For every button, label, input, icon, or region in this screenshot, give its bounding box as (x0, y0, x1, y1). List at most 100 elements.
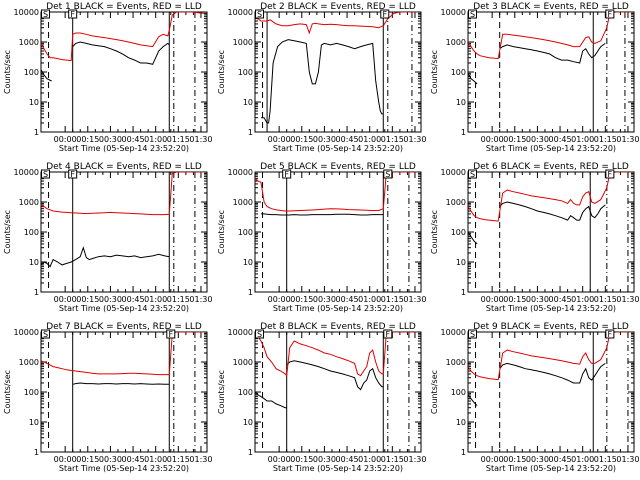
x-tick-label: 01:00 (144, 135, 167, 144)
events-series-line (468, 394, 478, 407)
y-tick-label: 10 (243, 418, 253, 427)
x-tick-label: 01:30 (403, 295, 426, 304)
x-tick-label: 01:15 (381, 295, 404, 304)
y-tick-label: 1 (34, 288, 39, 297)
y-tick-label: 10 (456, 98, 466, 107)
x-tick-label: 00:00 (481, 455, 504, 464)
x-tick-label: 00:15 (76, 455, 99, 464)
panel-title: Det 5 BLACK = Events, RED = LLD (260, 162, 416, 172)
plot-series-group (41, 332, 204, 385)
detector-panel: Det 5 BLACK = Events, RED = LLD 1 10 100 100… (217, 162, 426, 313)
x-tick-label: 00:15 (290, 295, 313, 304)
events-series-line (261, 213, 384, 216)
x-tick-label: 01:15 (594, 455, 617, 464)
x-axis-label: Start Time (05-Sep-14 23:52:20) (486, 144, 616, 153)
marker-box (605, 329, 615, 339)
plot-frame (467, 171, 635, 293)
y-tick-label: 10000 (14, 8, 39, 17)
marker-label: F (382, 10, 387, 19)
y-tick-label: 1000 (19, 198, 39, 207)
detector-panel: Det 2 BLACK = Events, RED = LLD 1 10 100 100… (217, 2, 426, 153)
panel-title: Det 9 BLACK = Events, RED = LLD (473, 322, 629, 332)
plot-series-group (255, 172, 418, 216)
x-tick-label: 01:00 (571, 455, 594, 464)
x-tick-label: 01:30 (189, 135, 212, 144)
detector-panel: Det 1 BLACK = Events, RED = LLD 1 10 100 100… (3, 2, 212, 153)
detector-panel: Det 3 BLACK = Events, RED = LLD 1 10 100 100… (430, 2, 639, 153)
plot-series-group (41, 12, 205, 82)
detector-panel: Det 8 BLACK = Events, RED = LLD 1 10 100 100… (217, 322, 426, 473)
y-tick-label: 10 (456, 258, 466, 267)
y-tick-label: 1000 (19, 358, 39, 367)
plot-frame (40, 171, 208, 293)
y-tick-label: 10 (243, 258, 253, 267)
x-tick-label: 00:45 (336, 135, 359, 144)
y-tick-label: 100 (451, 68, 466, 77)
marker-label: S (385, 170, 390, 179)
lld-series-line (255, 172, 418, 212)
marker-box (255, 329, 265, 339)
marker-box (255, 9, 265, 19)
x-tick-label: 01:00 (358, 135, 381, 144)
marker-label: F (284, 170, 289, 179)
plot-frame (467, 331, 635, 453)
x-tick-label: 00:00 (268, 135, 291, 144)
x-tick-label: 01:30 (616, 455, 639, 464)
y-tick-label: 10000 (228, 8, 253, 17)
panel-title: Det 4 BLACK = Events, RED = LLD (46, 162, 202, 172)
plot-series-group (255, 332, 418, 409)
marker-label: S (470, 10, 475, 19)
x-tick-label: 00:15 (76, 295, 99, 304)
y-tick-label: 1000 (446, 198, 466, 207)
events-series-line (499, 362, 606, 384)
marker-box (166, 329, 176, 339)
marker-box (282, 169, 292, 179)
y-tick-label: 1000 (233, 198, 253, 207)
y-tick-label: 100 (238, 68, 253, 77)
y-tick-label: 10 (29, 98, 39, 107)
x-axis-label: Start Time (05-Sep-14 23:52:20) (486, 464, 616, 473)
x-axis-label: Start Time (05-Sep-14 23:52:20) (486, 304, 616, 313)
y-axis-label: Counts/sec (430, 210, 439, 254)
x-tick-label: 01:00 (144, 295, 167, 304)
y-tick-label: 1 (248, 288, 253, 297)
plot-frame (254, 331, 422, 453)
marker-label: F (608, 170, 613, 179)
x-tick-label: 01:15 (167, 295, 190, 304)
x-axis-label: Start Time (05-Sep-14 23:52:20) (59, 144, 189, 153)
x-tick-label: 01:00 (144, 455, 167, 464)
events-series-line (41, 246, 170, 268)
lld-series-line (255, 332, 418, 377)
panel-title: Det 1 BLACK = Events, RED = LLD (46, 2, 202, 12)
y-tick-label: 1 (461, 128, 466, 137)
detector-panel: Det 4 BLACK = Events, RED = LLD 1 10 100 100… (3, 162, 212, 313)
x-tick-label: 01:15 (167, 455, 190, 464)
y-axis-label: Counts/sec (3, 370, 12, 414)
plot-frame (40, 331, 208, 453)
x-tick-label: 01:00 (571, 135, 594, 144)
panel-title: Det 8 BLACK = Events, RED = LLD (260, 322, 416, 332)
events-series-line (286, 360, 384, 391)
x-tick-label: 00:30 (313, 295, 336, 304)
y-tick-label: 1 (248, 128, 253, 137)
y-axis-label: Counts/sec (430, 50, 439, 94)
events-series-line (468, 231, 478, 245)
y-tick-label: 1 (34, 128, 39, 137)
x-tick-label: 00:30 (99, 455, 122, 464)
marker-box (383, 329, 393, 339)
x-tick-label: 00:45 (122, 295, 145, 304)
x-tick-label: 01:30 (616, 295, 639, 304)
y-tick-label: 10000 (14, 328, 39, 337)
x-tick-label: 00:00 (54, 135, 77, 144)
x-tick-label: 00:30 (526, 135, 549, 144)
x-tick-label: 00:30 (313, 455, 336, 464)
x-tick-label: 00:15 (503, 135, 526, 144)
y-tick-label: 100 (451, 388, 466, 397)
x-tick-label: 00:00 (481, 295, 504, 304)
lld-series-line (468, 172, 631, 222)
events-series-line (468, 73, 478, 85)
x-tick-label: 00:30 (313, 135, 336, 144)
x-tick-label: 01:15 (381, 135, 404, 144)
marker-label: F (70, 10, 75, 19)
marker-box (605, 9, 615, 19)
